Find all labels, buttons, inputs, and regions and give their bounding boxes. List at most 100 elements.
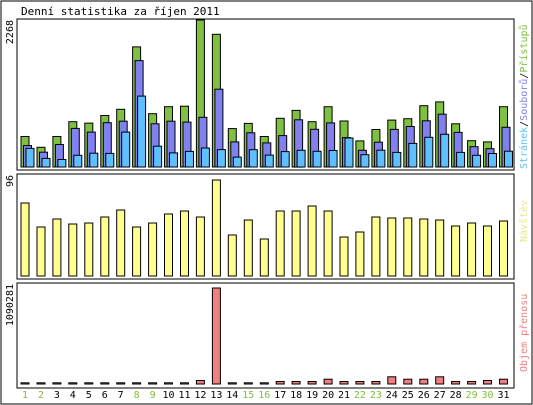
top-legend: Stránek/Souborů/Přístupů	[518, 24, 530, 169]
pages-bar	[392, 151, 402, 168]
visits-bar	[467, 222, 477, 277]
visits-bar	[275, 210, 285, 277]
visits-bar	[195, 216, 205, 277]
visits-bar	[148, 222, 158, 277]
day-label: 13	[210, 390, 222, 401]
volume-bar	[403, 378, 413, 385]
visits-bar	[164, 213, 173, 277]
volume-bar	[323, 378, 333, 385]
day-label: 8	[134, 390, 140, 401]
volume-bar	[132, 382, 142, 385]
pages-bar	[25, 147, 35, 168]
day-label: 21	[338, 390, 350, 401]
day-label: 19	[306, 390, 318, 401]
day-label: 28	[450, 390, 462, 401]
day-label: 22	[354, 390, 366, 401]
visits-bar	[307, 205, 317, 277]
day-labels: 1 2 3 4 5 6 7 8 9 10 11 12 13 14 15 16 17 18 19 20 21 22 23 24 2…	[22, 390, 510, 401]
middle-panel-bars	[20, 179, 508, 277]
day-label: 9	[150, 390, 156, 401]
legend-separator-1: /	[519, 121, 530, 127]
visits-bar	[36, 226, 46, 277]
volume-bar	[195, 380, 205, 385]
day-label: 26	[418, 390, 430, 401]
volume-bar	[36, 382, 46, 385]
day-label: 29	[466, 390, 478, 401]
visits-bar	[499, 220, 508, 277]
visits-bar	[355, 231, 365, 277]
pages-bar	[105, 152, 115, 168]
pages-bar	[137, 95, 147, 168]
bottom-y-max-label: 1090281	[5, 284, 16, 326]
pages-bar	[232, 156, 242, 168]
visits-bar	[84, 222, 94, 277]
visits-bar	[132, 226, 142, 277]
volume-bar	[116, 382, 126, 385]
volume-bar	[180, 382, 189, 385]
middle-panel-frame	[16, 173, 515, 280]
pages-bar	[376, 149, 386, 168]
pages-bar	[264, 154, 274, 168]
day-label: 20	[322, 390, 334, 401]
bottom-panel-frame	[16, 282, 515, 389]
pages-bar	[185, 150, 194, 168]
chart-title: Denní statistika za říjen 2011	[21, 5, 220, 18]
pages-bar	[200, 147, 210, 168]
pages-bar	[153, 145, 163, 168]
visits-bar	[180, 210, 189, 277]
day-label: 6	[102, 390, 108, 401]
visits-bar	[259, 238, 269, 277]
pages-bar	[73, 154, 83, 168]
visits-bar	[451, 225, 461, 277]
pages-bar	[248, 149, 258, 168]
pages-bar	[89, 152, 99, 168]
day-label: 31	[497, 390, 509, 401]
pages-bar	[216, 149, 226, 168]
day-label: 23	[370, 390, 382, 401]
pages-bar	[456, 151, 466, 168]
pages-bar	[296, 149, 306, 168]
pages-bar	[57, 159, 67, 168]
legend-separator-2: /	[519, 73, 530, 79]
volume-bar	[68, 382, 78, 385]
day-label: 11	[178, 390, 190, 401]
day-label: 2	[38, 390, 44, 401]
visits-bar	[100, 216, 110, 277]
legend-hits: Přístupů	[518, 24, 530, 72]
visits-bar	[403, 217, 413, 277]
volume-bar	[387, 376, 397, 385]
pages-bar	[424, 136, 434, 168]
volume-bar	[275, 381, 285, 385]
legend-pages: Stránek	[518, 127, 530, 169]
pages-bar	[41, 157, 51, 168]
visits-bar	[243, 219, 253, 277]
volume-bar	[100, 382, 110, 385]
volume-bar	[84, 382, 94, 385]
pages-bar	[312, 150, 322, 168]
visits-bar	[68, 223, 78, 277]
volume-bar	[451, 381, 461, 385]
volume-bar	[211, 287, 221, 385]
volume-bar	[259, 382, 269, 385]
volume-bar	[243, 382, 253, 385]
top-panel-bars	[20, 19, 513, 168]
day-label: 5	[86, 390, 92, 401]
volume-bar	[355, 381, 365, 385]
pages-bar	[280, 151, 290, 168]
pages-bar	[344, 137, 354, 168]
visits-bar	[323, 210, 333, 277]
visits-bar	[339, 236, 349, 277]
day-label: 3	[54, 390, 60, 401]
pages-bar	[169, 152, 178, 168]
volume-bar	[52, 382, 62, 385]
volume-bar	[148, 382, 158, 385]
day-label: 25	[402, 390, 414, 401]
volume-bar	[339, 381, 349, 385]
day-label: 15	[242, 390, 254, 401]
bottom-panel-bars	[20, 287, 508, 385]
top-panel-frame	[16, 18, 515, 171]
visits-bar	[227, 234, 237, 277]
